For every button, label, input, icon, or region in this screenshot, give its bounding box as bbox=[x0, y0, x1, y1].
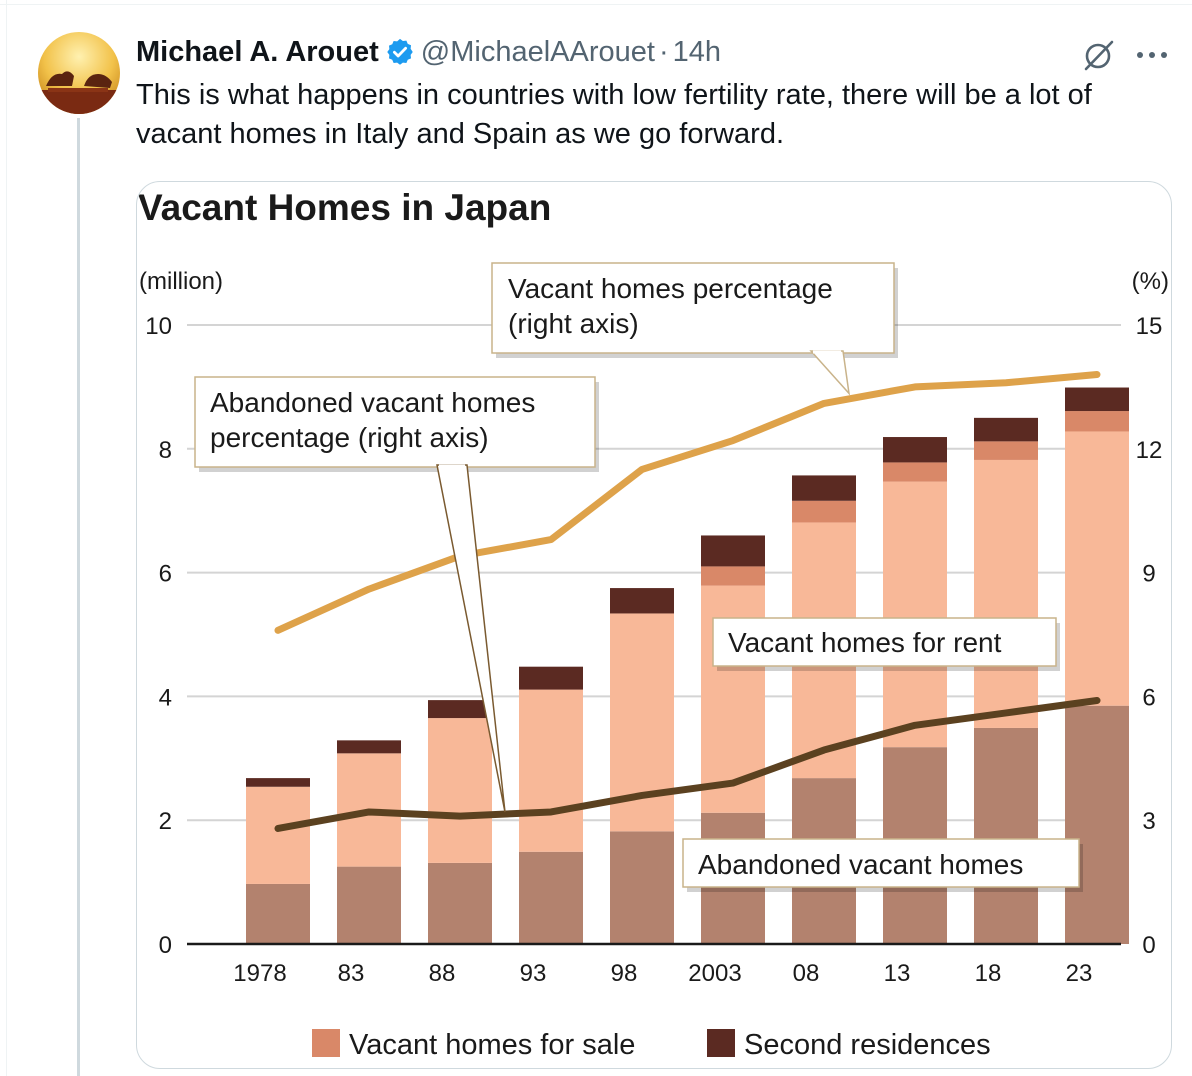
bar-second bbox=[610, 588, 674, 614]
bar-rent bbox=[246, 786, 310, 884]
bar-rent bbox=[883, 481, 947, 748]
bar-sale bbox=[883, 462, 947, 482]
x-tick-label: 23 bbox=[1066, 960, 1093, 987]
post-text-line: vacant homes in Italy and Spain as we go… bbox=[136, 118, 785, 150]
grok-icon[interactable] bbox=[1082, 38, 1116, 72]
x-tick-label: 83 bbox=[338, 960, 365, 987]
bar-second bbox=[337, 740, 401, 754]
x-tick-label: 2003 bbox=[688, 960, 741, 987]
chart-title: Vacant Homes in Japan bbox=[138, 187, 551, 228]
left-axis-label: (million) bbox=[139, 268, 223, 295]
right-axis-label: (%) bbox=[1132, 268, 1169, 295]
bar-second bbox=[701, 535, 765, 567]
bar-second bbox=[246, 778, 310, 787]
right-tick-label: 3 bbox=[1142, 808, 1155, 835]
top-divider bbox=[0, 0, 1192, 5]
left-tick-label: 10 bbox=[145, 313, 172, 340]
bar-abandoned bbox=[974, 727, 1038, 944]
post-text: This is what happens in countries with l… bbox=[136, 76, 1176, 154]
author-handle[interactable]: @MichaelAArouet bbox=[420, 35, 655, 68]
line-abandoned_pct bbox=[274, 697, 1101, 832]
left-tick-label: 8 bbox=[159, 437, 172, 464]
bar-second bbox=[519, 666, 583, 690]
post-time[interactable]: 14h bbox=[672, 35, 721, 68]
bar-sale bbox=[792, 500, 856, 523]
bar-abandoned bbox=[519, 851, 583, 944]
callout-abandoned-pct-text: percentage (right axis) bbox=[210, 422, 489, 453]
bar-rent bbox=[519, 689, 583, 852]
bar-second bbox=[974, 417, 1038, 442]
bar-second bbox=[883, 437, 947, 463]
bar-sale bbox=[974, 441, 1038, 460]
chart: Vacant Homes in Japan (million) (%) 0 2 4 6… bbox=[138, 187, 1169, 1061]
bar-abandoned bbox=[337, 866, 401, 944]
bar-sale bbox=[701, 566, 765, 586]
callout-abandoned-text: Abandoned vacant homes bbox=[698, 849, 1023, 880]
callout-rent bbox=[712, 617, 1057, 667]
legend-swatch bbox=[312, 1029, 340, 1057]
right-tick-label: 6 bbox=[1142, 684, 1155, 711]
bar-abandoned bbox=[428, 862, 492, 944]
right-tick-label: 15 bbox=[1136, 313, 1163, 340]
callout-vacant-pct-text: (right axis) bbox=[508, 308, 639, 339]
x-tick-label: 98 bbox=[611, 960, 638, 987]
legend-label: Second residences bbox=[744, 1029, 991, 1061]
left-tick-label: 6 bbox=[159, 561, 172, 588]
callout-abandoned-pct bbox=[194, 376, 596, 468]
bar-second bbox=[1065, 387, 1129, 412]
verified-badge-icon[interactable] bbox=[385, 37, 415, 67]
bar-abandoned bbox=[610, 831, 674, 944]
left-tick-label: 4 bbox=[159, 684, 172, 711]
avatar-image bbox=[38, 32, 120, 114]
line-vacant_pct bbox=[274, 371, 1101, 634]
x-tick-label: 1978 bbox=[233, 960, 286, 987]
x-tick-label: 08 bbox=[793, 960, 820, 987]
header-separator: · bbox=[658, 35, 669, 68]
callout-vacant-pct bbox=[491, 262, 895, 354]
legend-swatch bbox=[707, 1029, 735, 1057]
thread-line bbox=[77, 118, 80, 1076]
callout-vacant-pct-pointer bbox=[809, 350, 851, 396]
bar-rent bbox=[1065, 431, 1129, 706]
post-header: Michael A. Arouet @MichaelAArouet · 14h bbox=[136, 32, 721, 72]
callout-abandoned bbox=[682, 838, 1080, 888]
right-tick-label: 9 bbox=[1142, 561, 1155, 588]
bar-rent bbox=[974, 459, 1038, 728]
avatar[interactable] bbox=[38, 32, 120, 114]
legend-label: Vacant homes for sale bbox=[349, 1029, 635, 1061]
x-tick-label: 13 bbox=[884, 960, 911, 987]
timeline-left-border bbox=[6, 0, 7, 1076]
x-tick-label: 88 bbox=[429, 960, 456, 987]
x-tick-label: 18 bbox=[975, 960, 1002, 987]
right-tick-label: 0 bbox=[1142, 932, 1155, 959]
bar-sale bbox=[1065, 411, 1129, 432]
callout-rent-text: Vacant homes for rent bbox=[728, 627, 1002, 658]
bar-second bbox=[428, 700, 492, 719]
post-text-line: This is what happens in countries with l… bbox=[136, 79, 1092, 111]
author-name[interactable]: Michael A. Arouet bbox=[136, 35, 379, 68]
right-tick-label: 12 bbox=[1136, 437, 1163, 464]
bar-rent bbox=[428, 718, 492, 863]
callout-abandoned-pct-text: Abandoned vacant homes bbox=[210, 387, 535, 418]
callout-vacant-pct-text: Vacant homes percentage bbox=[508, 273, 833, 304]
left-tick-label: 2 bbox=[159, 808, 172, 835]
left-tick-label: 0 bbox=[159, 932, 172, 959]
x-tick-label: 93 bbox=[520, 960, 547, 987]
bar-abandoned bbox=[1065, 705, 1129, 944]
more-icon[interactable] bbox=[1132, 38, 1172, 72]
bar-second bbox=[792, 475, 856, 501]
media-card[interactable]: Vacant Homes in Japan (million) (%) 0 2 4 6… bbox=[136, 181, 1172, 1069]
bar-abandoned bbox=[246, 883, 310, 944]
